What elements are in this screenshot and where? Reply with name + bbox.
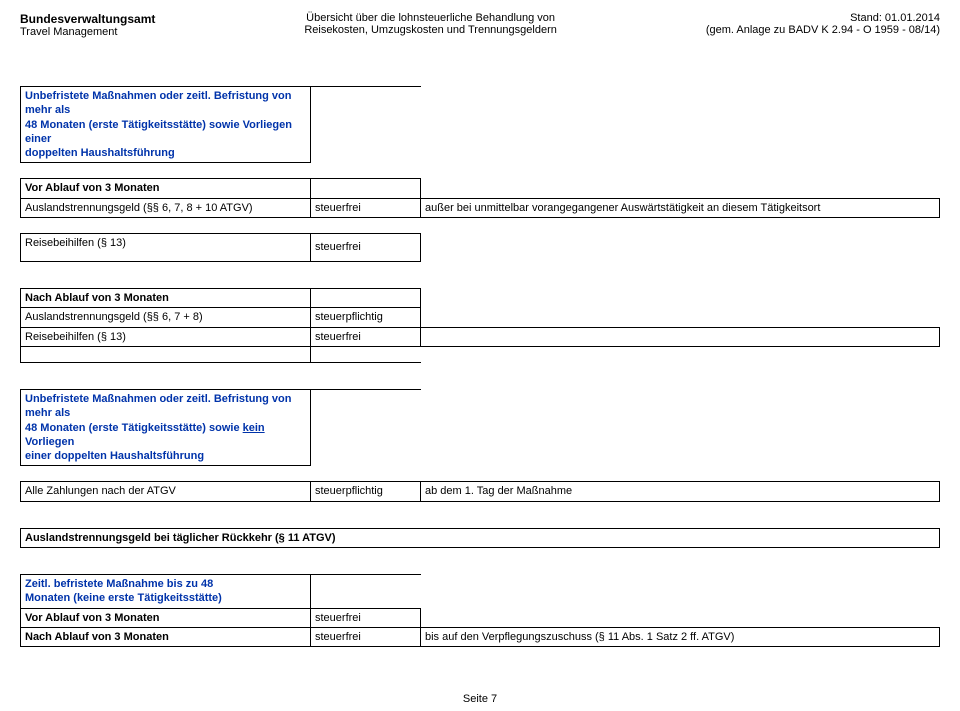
section5-heading-l2: Monaten (keine erste Tätigkeitsstätte)	[25, 592, 222, 604]
header-org-sub: Travel Management	[20, 26, 155, 38]
section5-heading-s1	[311, 575, 421, 609]
section5-rowb-label: Nach Ablauf von 3 Monaten	[21, 627, 311, 646]
section1-sub1-c3	[421, 179, 940, 198]
section3-gap3	[421, 466, 940, 482]
section1-heading-spacer1	[311, 87, 421, 163]
header-title-line1: Übersicht über die lohnsteuerliche Behan…	[155, 12, 705, 24]
section3-gap1	[21, 466, 311, 482]
section1-rowb-label: Reisebeihilfen (§ 13)	[21, 234, 311, 262]
section3-heading-l3: einer doppelten Haushaltsführung	[25, 450, 204, 462]
header-title-line2: Reisekosten, Umzugskosten und Trennungsg…	[155, 24, 705, 36]
section5-rowa-c2: steuerfrei	[311, 608, 421, 627]
header-gem: (gem. Anlage zu BADV K 2.94 - O 1959 - 0…	[706, 24, 940, 36]
section3-heading-l2b: kein	[243, 422, 265, 434]
section2-pad	[21, 346, 311, 362]
section3-rowa-c2: steuerpflichtig	[311, 482, 421, 501]
section2-pad2	[311, 346, 421, 362]
section3-heading-l2a: 48 Monaten (erste Tätigkeitsstätte) sowi…	[25, 422, 243, 434]
section5-rowa-label: Vor Ablauf von 3 Monaten	[21, 608, 311, 627]
section2-rowa-c2: steuerpflichtig	[311, 308, 421, 327]
section5-heading-l1: Zeitl. befristete Maßnahme bis zu 48	[25, 578, 213, 590]
section3-heading-s1	[311, 389, 421, 465]
section2-rowb-c3	[421, 327, 940, 346]
section1-heading-l1: Unbefristete Maßnahmen oder zeitl. Befri…	[25, 90, 291, 116]
section2-rowb-c2: steuerfrei	[311, 327, 421, 346]
section1-heading-l3: doppelten Haushaltsführung	[25, 147, 175, 159]
section1-table: Unbefristete Maßnahmen oder zeitl. Befri…	[20, 86, 940, 262]
header-right: Stand: 01.01.2014 (gem. Anlage zu BADV K…	[706, 12, 940, 38]
section2-sub1-c3	[421, 289, 940, 308]
section1-rowa-c3: außer bei unmittelbar vorangegangener Au…	[421, 198, 940, 217]
section1-gap2	[311, 163, 421, 179]
section1-heading: Unbefristete Maßnahmen oder zeitl. Befri…	[21, 87, 311, 163]
section1-heading-spacer2	[421, 87, 940, 163]
section1-sub1-c2	[311, 179, 421, 198]
section3-rowa-c3: ab dem 1. Tag der Maßnahme	[421, 482, 940, 501]
section5-table: Zeitl. befristete Maßnahme bis zu 48 Mon…	[20, 574, 940, 647]
section1-gap3	[421, 163, 940, 179]
page-footer: Seite 7	[0, 693, 960, 705]
section3-gap2	[311, 466, 421, 482]
section1-gap1	[21, 163, 311, 179]
header-center: Übersicht über die lohnsteuerliche Behan…	[155, 12, 705, 38]
section2-table: Nach Ablauf von 3 Monaten Auslandstrennu…	[20, 288, 940, 363]
section1-gap6	[421, 218, 940, 234]
section5-heading-s2	[421, 575, 940, 609]
section1-gap5	[311, 218, 421, 234]
header-left: Bundesverwaltungsamt Travel Management	[20, 12, 155, 38]
section1-rowb-c3	[421, 234, 940, 262]
section3-rowa-label: Alle Zahlungen nach der ATGV	[21, 482, 311, 501]
section4-heading: Auslandstrennungsgeld bei täglicher Rück…	[21, 528, 940, 547]
section1-rowa-c2: steuerfrei	[311, 198, 421, 217]
page-header: Bundesverwaltungsamt Travel Management Ü…	[20, 12, 940, 38]
section3-table: Unbefristete Maßnahmen oder zeitl. Befri…	[20, 389, 940, 502]
section1-rowa-label: Auslandstrennungsgeld (§§ 6, 7, 8 + 10 A…	[21, 198, 311, 217]
section2-rowb-label: Reisebeihilfen (§ 13)	[21, 327, 311, 346]
header-stand: Stand: 01.01.2014	[706, 12, 940, 24]
section5-rowb-c2: steuerfrei	[311, 627, 421, 646]
section5-heading: Zeitl. befristete Maßnahme bis zu 48 Mon…	[21, 575, 311, 609]
section2-rowa-c3	[421, 308, 940, 327]
section5-rowb-c3: bis auf den Verpflegungszuschuss (§ 11 A…	[421, 627, 940, 646]
section3-heading-l2c: Vorliegen	[25, 436, 74, 448]
section4-table: Auslandstrennungsgeld bei täglicher Rück…	[20, 528, 940, 548]
header-org: Bundesverwaltungsamt	[20, 12, 155, 26]
section3-heading: Unbefristete Maßnahmen oder zeitl. Befri…	[21, 389, 311, 465]
section2-pad3	[421, 346, 940, 362]
section2-sub1-c2	[311, 289, 421, 308]
section2-sub1: Nach Ablauf von 3 Monaten	[21, 289, 311, 308]
section3-heading-l1: Unbefristete Maßnahmen oder zeitl. Befri…	[25, 393, 291, 419]
section1-rowb-c2: steuerfrei	[311, 234, 421, 262]
section1-sub1: Vor Ablauf von 3 Monaten	[21, 179, 311, 198]
section1-heading-l2: 48 Monaten (erste Tätigkeitsstätte) sowi…	[25, 119, 292, 145]
section2-rowa-label: Auslandstrennungsgeld (§§ 6, 7 + 8)	[21, 308, 311, 327]
section1-gap4	[21, 218, 311, 234]
section3-heading-s2	[421, 389, 940, 465]
section5-rowa-c3	[421, 608, 940, 627]
